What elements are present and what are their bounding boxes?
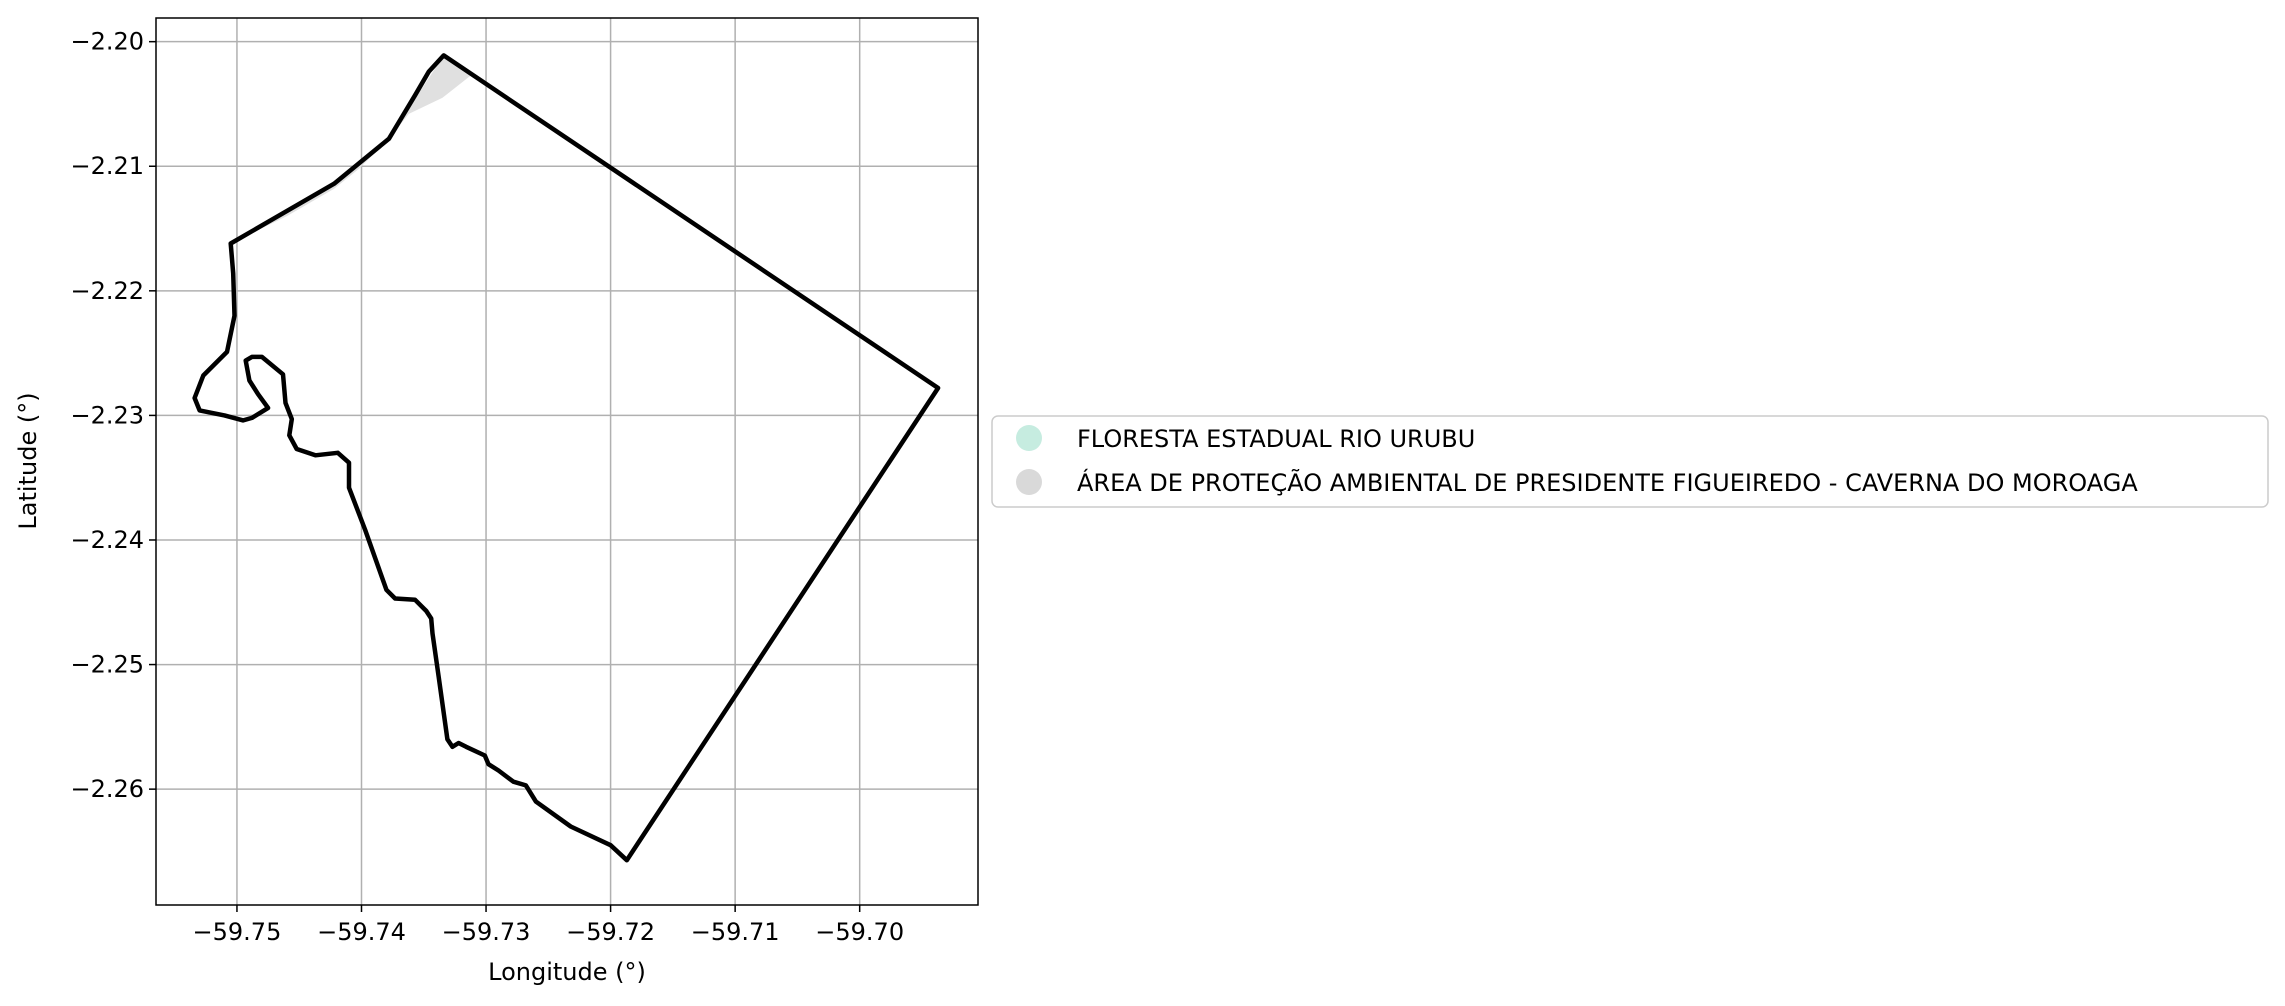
grid-lines <box>156 18 978 905</box>
shaded-protected-area <box>230 55 472 244</box>
x-tick-label-5: −59.70 <box>815 918 904 946</box>
x-axis-label: Longitude (°) <box>488 958 646 986</box>
y-tick-label-6: −2.26 <box>70 775 144 803</box>
x-axis: −59.75 −59.74 −59.73 −59.72 −59.71 −59.70 <box>193 905 904 946</box>
legend-label-apa: ÁREA DE PROTEÇÃO AMBIENTAL DE PRESIDENTE… <box>1077 467 2138 497</box>
legend-label-floresta: FLORESTA ESTADUAL RIO URUBU <box>1077 425 1475 453</box>
y-tick-label-2: −2.22 <box>70 277 144 305</box>
y-tick-label-4: −2.24 <box>70 526 144 554</box>
x-tick-label-3: −59.72 <box>566 918 655 946</box>
y-tick-label-1: −2.21 <box>70 152 144 180</box>
legend-box <box>991 415 2269 508</box>
x-tick-label-2: −59.73 <box>442 918 531 946</box>
legend-marker-floresta <box>1016 425 1042 451</box>
legend-marker-apa <box>1016 469 1042 495</box>
x-tick-label-0: −59.75 <box>193 918 282 946</box>
y-tick-label-0: −2.20 <box>70 28 144 56</box>
y-tick-label-3: −2.23 <box>70 401 144 429</box>
y-axis-label: Latitude (°) <box>14 392 42 529</box>
y-axis: −2.20 −2.21 −2.22 −2.23 −2.24 −2.25 −2.26 <box>70 28 156 803</box>
x-tick-label-1: −59.74 <box>317 918 406 946</box>
y-tick-label-5: −2.25 <box>70 651 144 679</box>
reserve-boundary-line <box>192 53 941 863</box>
plot-frame <box>155 17 979 906</box>
x-tick-label-4: −59.71 <box>691 918 780 946</box>
legend: FLORESTA ESTADUAL RIO URUBU ÁREA DE PROT… <box>991 415 2269 508</box>
